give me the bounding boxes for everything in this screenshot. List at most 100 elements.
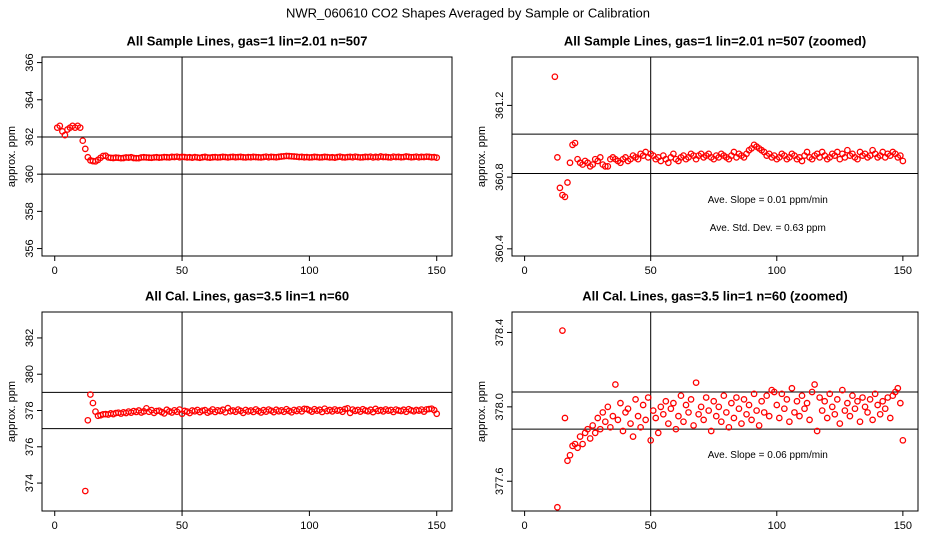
point (879, 397, 887, 405)
point (748, 416, 755, 424)
point (788, 384, 796, 392)
point (765, 412, 773, 420)
point (596, 425, 604, 433)
point (687, 396, 695, 403)
point (664, 420, 672, 427)
y-axis-label: approx. ppm (6, 126, 18, 187)
point (841, 407, 849, 414)
point (864, 409, 871, 416)
annotation: Ave. Slope = 0.01 ppm/min (708, 195, 828, 206)
point (760, 409, 768, 416)
y-tick-label: 361.2 (494, 92, 506, 120)
panel-title: All Cal. Lines, gas=3.5 lin=1 n=60 (145, 288, 349, 303)
point (89, 399, 97, 407)
point (601, 163, 609, 170)
point (813, 427, 821, 435)
point (806, 416, 813, 424)
x-tick-label: 100 (768, 520, 786, 532)
point (680, 418, 687, 426)
panel-title: All Sample Lines, gas=1 lin=2.01 n=507 (… (564, 33, 866, 48)
x-tick-label: 150 (894, 265, 912, 277)
point (591, 429, 599, 437)
point (859, 394, 866, 401)
y-tick-label: 382 (24, 329, 36, 347)
point (854, 397, 861, 405)
point (672, 425, 680, 433)
x-tick-label: 100 (768, 265, 786, 277)
y-tick-label: 360 (24, 165, 36, 183)
point (740, 396, 748, 403)
point (833, 396, 841, 403)
point (61, 131, 69, 139)
x-tick-label: 100 (300, 520, 318, 532)
point (710, 397, 718, 405)
point (733, 394, 740, 401)
point (692, 379, 700, 387)
x-tick-label: 150 (894, 520, 912, 532)
point (556, 184, 564, 192)
point (690, 422, 697, 429)
point (56, 122, 64, 130)
point (753, 407, 760, 414)
y-tick-label: 377.6 (494, 467, 506, 495)
point (775, 414, 783, 422)
point (637, 423, 644, 431)
point (896, 399, 904, 407)
point (612, 381, 619, 388)
point (745, 401, 753, 409)
y-tick-label: 360.4 (494, 235, 506, 263)
point (735, 405, 743, 413)
point (551, 73, 559, 81)
point (818, 407, 826, 414)
point (554, 503, 561, 511)
point (874, 401, 882, 409)
point (801, 405, 808, 413)
x-tick-label: 150 (428, 265, 446, 277)
y-tick-label: 356 (24, 239, 36, 257)
point (606, 423, 614, 431)
point (728, 399, 735, 407)
point (601, 418, 609, 426)
point (604, 403, 612, 411)
point (894, 384, 902, 392)
point (697, 403, 705, 411)
point (604, 163, 612, 170)
panel-title: All Cal. Lines, gas=3.5 lin=1 n=60 (zoom… (582, 288, 848, 303)
point (81, 145, 89, 153)
point (780, 405, 788, 413)
point (566, 159, 574, 167)
plot-box (511, 56, 919, 257)
y-tick-label: 362 (24, 128, 36, 146)
point (798, 157, 806, 165)
point (826, 390, 834, 398)
point (854, 155, 861, 163)
panel-title: All Sample Lines, gas=1 lin=2.01 n=507 (127, 33, 368, 48)
y-tick-label: 376 (24, 438, 36, 456)
point (675, 412, 682, 420)
point (831, 410, 839, 418)
point (654, 429, 662, 437)
point (821, 397, 829, 405)
point (796, 412, 803, 420)
point (599, 409, 607, 416)
y-tick-label: 360.8 (494, 163, 506, 191)
point (609, 412, 617, 420)
point (664, 159, 672, 167)
x-tick-label: 50 (176, 520, 188, 532)
point (856, 418, 864, 426)
point (685, 409, 692, 416)
x-tick-label: 50 (645, 520, 657, 532)
point (816, 394, 824, 401)
point (662, 397, 670, 405)
point (87, 391, 94, 398)
point (808, 388, 816, 396)
point (783, 396, 791, 403)
point (579, 440, 586, 448)
point (755, 422, 763, 429)
point (554, 154, 561, 161)
x-tick-label: 150 (428, 520, 446, 532)
point (670, 150, 677, 158)
point (811, 381, 818, 388)
y-tick-label: 380 (24, 365, 36, 383)
point (743, 410, 750, 418)
